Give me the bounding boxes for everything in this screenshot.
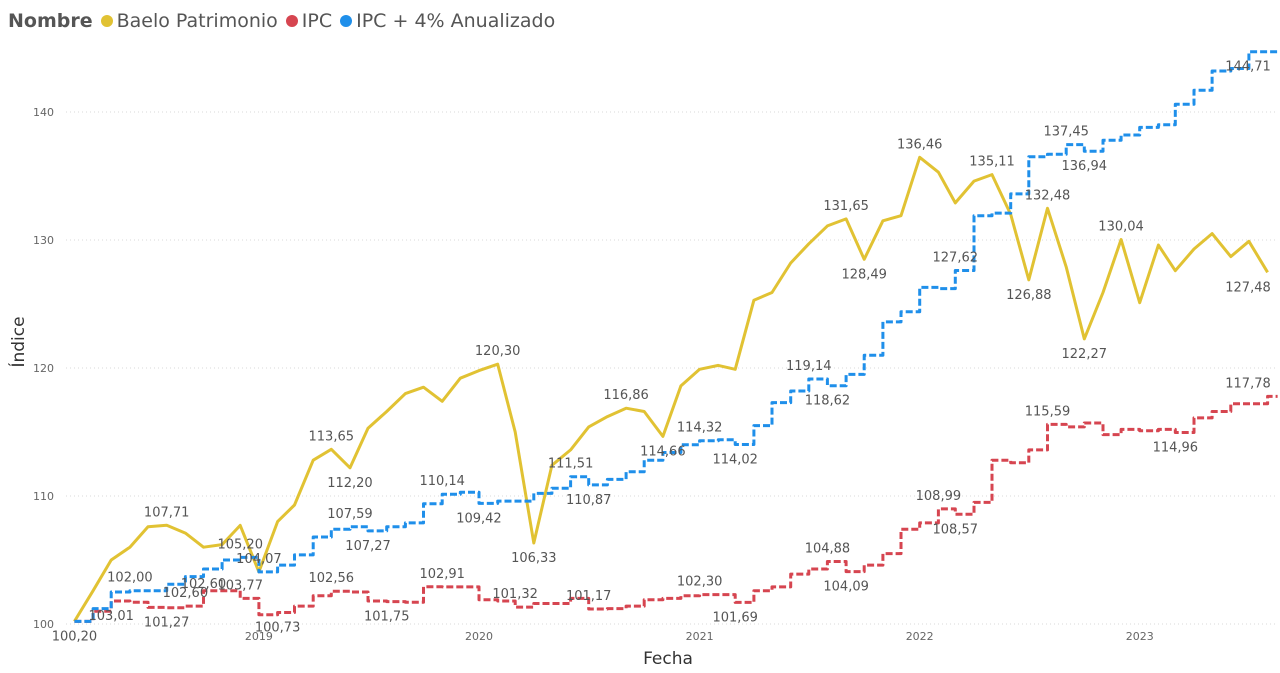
data-label: 103,01 [88,609,134,624]
data-label: 116,86 [603,388,649,403]
data-label: 111,51 [548,457,594,472]
data-label: 110,14 [419,474,465,489]
data-label: 107,71 [144,505,190,520]
x-tick-label: 2022 [906,630,934,643]
y-tick-label: 140 [33,106,54,119]
data-label: 113,65 [309,429,355,444]
data-label: 102,60 [181,577,227,592]
legend-label-ipc: IPC [301,10,333,32]
data-label: 101,17 [566,589,612,604]
series-line-2 [74,50,1278,623]
data-label: 126,88 [1006,288,1052,303]
x-tick-label: 2021 [686,630,714,643]
data-label: 144,71 [1225,60,1271,75]
data-label: 128,49 [841,267,887,282]
data-label: 114,32 [677,421,723,436]
data-label: 118,62 [805,394,851,409]
series-line-1 [74,394,1278,623]
x-tick-label: 2023 [1126,630,1154,643]
data-label: 108,57 [933,522,979,537]
data-label: 114,02 [712,453,758,468]
y-axis-ticks: 100 110 120 130 140 [33,106,54,631]
y-tick-label: 110 [33,490,54,503]
data-label: 109,42 [456,511,502,526]
legend-marker-ipc-4-anualizado [340,15,353,27]
data-label: 135,11 [969,155,1015,170]
data-label: 101,32 [492,587,538,602]
legend-label-baelo-patrimonio: Baelo Patrimonio [116,10,278,32]
x-tick-label: 2020 [465,630,493,643]
x-axis-ticks: 2019 2020 2021 2022 2023 [245,630,1154,643]
data-label: 104,88 [805,542,851,557]
legend-item-ipc-4-anualizado[interactable]: IPC + 4% Anualizado [340,10,555,32]
y-axis-title: Índice [7,316,29,367]
data-label: 108,99 [916,489,962,504]
data-label: 101,69 [712,610,758,625]
series-lines [73,50,1278,623]
data-label: 102,60 [163,586,209,601]
data-label: 122,27 [1062,347,1108,362]
y-tick-label: 120 [33,362,54,375]
data-label: 102,00 [107,571,153,586]
data-label: 102,91 [419,567,465,582]
x-tick-label: 2019 [245,630,273,643]
data-label: 131,65 [823,199,869,214]
data-label: 136,94 [1062,159,1108,174]
data-label: 114,96 [1153,441,1199,456]
data-label: 137,45 [1043,125,1089,140]
data-label: 130,04 [1098,219,1144,234]
data-label: 105,20 [217,537,263,552]
y-tick-label: 100 [33,618,54,631]
data-label: 104,07 [236,552,282,567]
data-label: 102,56 [309,571,355,586]
data-label: 107,27 [345,539,391,554]
legend-item-ipc[interactable]: IPC [285,10,333,32]
y-tick-label: 130 [33,234,54,247]
chart-legend: Nombre Baelo Patrimonio IPC IPC + 4% Anu… [8,6,563,36]
legend-item-baelo-patrimonio[interactable]: Baelo Patrimonio [100,10,278,32]
data-label: 107,59 [327,507,373,522]
data-label: 101,27 [144,616,190,631]
data-label: 114,66 [640,444,686,459]
series-line-0 [73,155,1269,623]
legend-label-ipc-4-anualizado: IPC + 4% Anualizado [356,10,556,32]
data-label: 119,14 [786,359,832,374]
data-label: 101,75 [364,610,410,625]
x-axis-title: Fecha [643,649,693,669]
data-label: 127,62 [933,250,979,265]
data-label: 106,33 [511,551,557,566]
data-label: 104,09 [823,580,869,595]
data-label: 115,59 [1025,404,1071,419]
legend-marker-ipc [285,15,298,27]
legend-marker-baelo-patrimonio [100,15,113,27]
data-label: 117,78 [1225,376,1271,391]
data-label: 120,30 [475,344,521,359]
data-label: 103,77 [217,578,263,593]
data-label: 132,48 [1025,188,1071,203]
data-label: 100,73 [255,620,301,635]
data-label: 100,20 [52,629,98,644]
data-label: 136,46 [897,137,943,152]
data-label: 110,87 [566,493,612,508]
legend-title: Nombre [8,10,93,32]
gridlines [66,111,1276,625]
data-label: 112,20 [327,476,373,491]
data-label: 102,30 [677,575,723,590]
data-label: 127,48 [1225,280,1271,295]
